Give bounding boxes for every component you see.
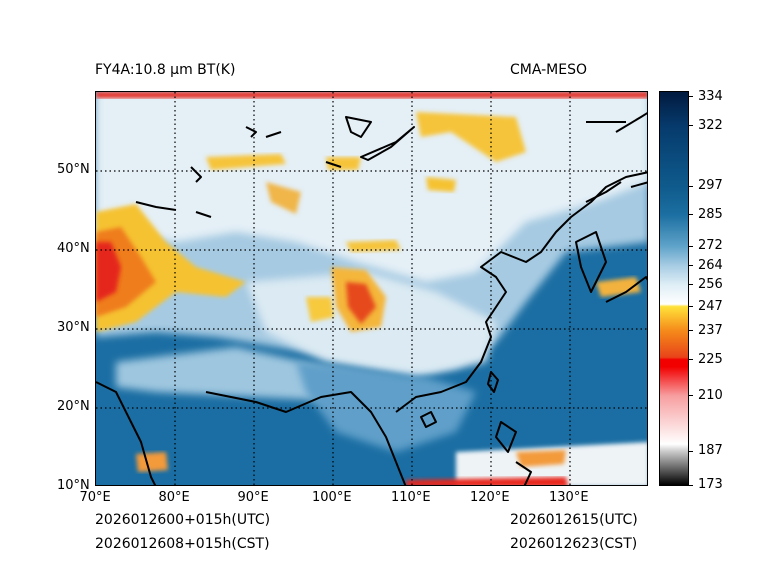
colorbar-tick-mark bbox=[689, 395, 693, 397]
colorbar-tick-mark bbox=[689, 185, 693, 187]
graticule bbox=[96, 92, 647, 485]
colorbar-tick-mark bbox=[689, 245, 693, 247]
colorbar-tick-mark bbox=[689, 330, 693, 332]
lon-tick-label: 110°E bbox=[391, 490, 431, 505]
colorbar-tick-label: 247 bbox=[698, 298, 723, 314]
lon-tick-label: 120°E bbox=[470, 490, 510, 505]
colorbar-tick-mark bbox=[689, 125, 693, 127]
colorbar-tick-mark bbox=[689, 284, 693, 286]
lat-tick-label: 20°N bbox=[57, 399, 90, 414]
colorbar-tick-mark bbox=[689, 96, 693, 98]
colorbar-tick-mark bbox=[689, 214, 693, 216]
init-time-utc: 2026012600+015h(UTC) bbox=[95, 512, 271, 528]
map-title-right: CMA-MESO bbox=[510, 62, 588, 78]
colorbar-tick-label: 334 bbox=[698, 88, 723, 104]
colorbar-tick-label: 210 bbox=[698, 387, 723, 403]
colorbar-tick-label: 256 bbox=[698, 276, 723, 292]
colorbar-tick-label: 285 bbox=[698, 206, 723, 222]
colorbar-tick-mark bbox=[689, 450, 693, 452]
map-title-left: FY4A:10.8 µm BT(K) bbox=[95, 62, 236, 78]
colorbar-tick-label: 264 bbox=[698, 257, 723, 273]
cold-cloud-tops bbox=[96, 92, 647, 485]
lon-tick-label: 70°E bbox=[79, 490, 111, 505]
lon-tick-label: 80°E bbox=[158, 490, 190, 505]
temperature-colorbar bbox=[659, 91, 689, 486]
valid-time-utc: 2026012615(UTC) bbox=[510, 512, 638, 528]
colorbar-tick-mark bbox=[689, 265, 693, 267]
colorbar-tick-label: 297 bbox=[698, 178, 723, 194]
colorbar-tick-label: 237 bbox=[698, 322, 723, 338]
init-time-cst: 2026012608+015h(CST) bbox=[95, 536, 270, 552]
colorbar-tick-mark bbox=[689, 484, 693, 486]
colorbar-tick-label: 272 bbox=[698, 238, 723, 254]
lon-tick-label: 100°E bbox=[312, 490, 352, 505]
colorbar-tick-mark bbox=[689, 306, 693, 308]
satellite-map bbox=[95, 91, 648, 486]
colorbar-tick-label: 187 bbox=[698, 443, 723, 459]
lat-tick-label: 30°N bbox=[57, 320, 90, 335]
colorbar-tick-mark bbox=[689, 359, 693, 361]
valid-time-cst: 2026012623(CST) bbox=[510, 536, 638, 552]
colorbar-tick-label: 225 bbox=[698, 351, 723, 367]
brightness-temperature-field bbox=[96, 92, 647, 485]
colorbar-gradient bbox=[660, 92, 688, 485]
lat-tick-label: 40°N bbox=[57, 241, 90, 256]
colorbar-tick-label: 173 bbox=[698, 477, 723, 492]
lon-tick-label: 130°E bbox=[549, 490, 589, 505]
warm-land-southwest bbox=[296, 362, 476, 452]
lat-tick-label: 10°N bbox=[57, 478, 90, 493]
lon-tick-label: 90°E bbox=[237, 490, 269, 505]
colorbar-tick-label: 322 bbox=[698, 117, 723, 133]
lat-tick-label: 50°N bbox=[57, 162, 90, 177]
